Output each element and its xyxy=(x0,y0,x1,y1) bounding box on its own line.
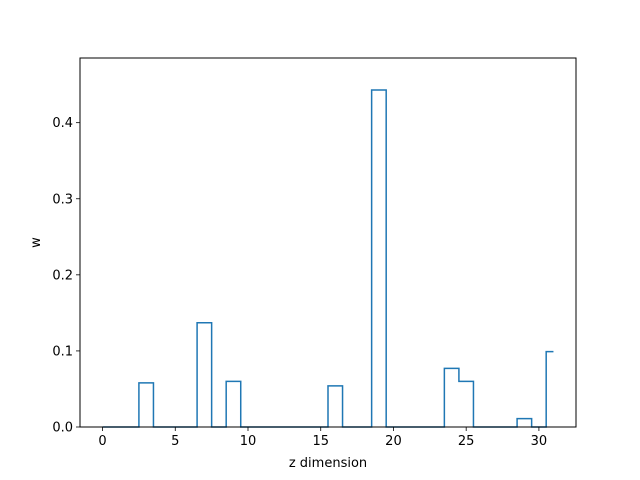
y-tick-label: 0.0 xyxy=(52,421,73,436)
y-tick-label: 0.3 xyxy=(52,192,73,207)
axes-frame xyxy=(79,57,577,428)
x-tick-label: 20 xyxy=(385,434,402,449)
y-axis-ticks: 0.0 0.1 0.2 0.3 0.4 xyxy=(52,116,80,436)
y-tick-label: 0.2 xyxy=(52,268,73,283)
y-axis-label: w xyxy=(29,237,44,248)
x-axis-label: z dimension xyxy=(289,456,367,471)
x-tick-label: 25 xyxy=(458,434,475,449)
y-tick-label: 0.4 xyxy=(52,116,73,131)
x-axis-ticks: 0 5 10 15 20 25 30 xyxy=(98,427,547,449)
x-tick-label: 5 xyxy=(171,434,179,449)
x-tick-label: 0 xyxy=(98,434,106,449)
x-tick-label: 15 xyxy=(312,434,329,449)
y-tick-label: 0.1 xyxy=(52,344,73,359)
x-tick-label: 10 xyxy=(240,434,257,449)
x-tick-label: 30 xyxy=(531,434,548,449)
